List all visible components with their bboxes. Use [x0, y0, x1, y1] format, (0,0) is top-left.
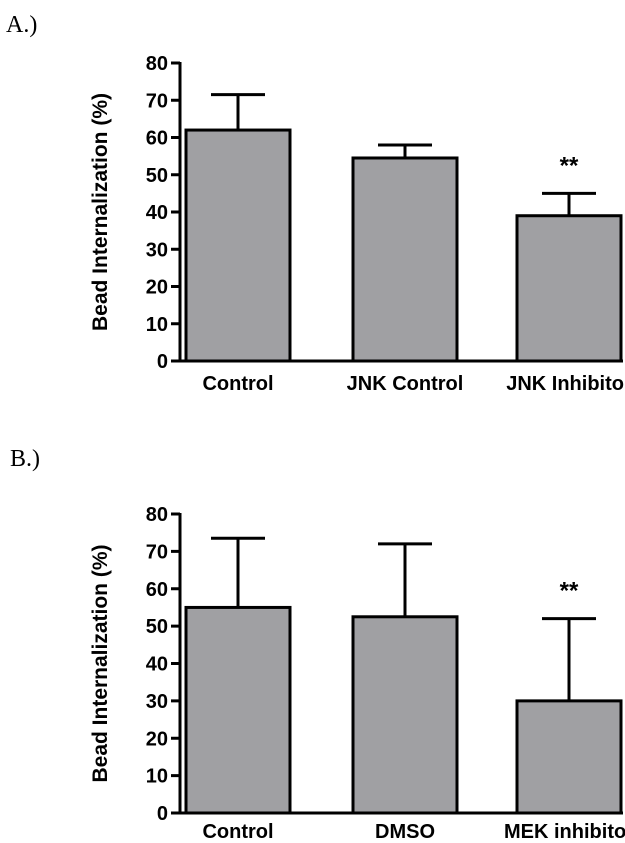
- chart1-y-tick-label: 70: [146, 90, 168, 112]
- chart2-y-tick-label: 10: [146, 766, 168, 788]
- chart2-y-tick-label: 30: [146, 691, 168, 713]
- chart1-y-tick-label: 60: [146, 128, 168, 150]
- chart2-y-tick-label: 70: [146, 541, 168, 563]
- chart2-y-tick-label: 80: [146, 504, 168, 526]
- chart2-y-tick-label: 0: [157, 803, 168, 825]
- chart2-y-tick-label: 40: [146, 654, 168, 676]
- chart2-bar: [184, 605, 292, 815]
- chart2-bar: [351, 615, 459, 815]
- chart2-category-label: MEK inhibitor: [504, 821, 625, 843]
- chart1-bar: [184, 128, 292, 363]
- panel-a-label: A.): [6, 12, 38, 38]
- chart1-y-tick-label: 0: [157, 351, 168, 373]
- chart1-bar: [515, 214, 623, 363]
- chart1-y-tick-label: 80: [146, 53, 168, 75]
- chart1-significance-label: **: [560, 152, 579, 179]
- chart1-category-label: Control: [202, 373, 273, 395]
- chart1-y-tick-label: 20: [146, 277, 168, 299]
- chart2-significance-label: **: [560, 578, 579, 605]
- chart2-y-tick-label: 50: [146, 616, 168, 638]
- chart1-y-tick-label: 30: [146, 239, 168, 261]
- chart1-y-axis-label: Bead Internalization (%): [89, 93, 112, 331]
- chart1-category-label: JNK Inhibitor: [506, 373, 625, 395]
- chart1-y-tick-label: 40: [146, 202, 168, 224]
- chart2-y-axis-label: Bead Internalization (%): [89, 544, 112, 782]
- chart1-bar: [351, 156, 459, 363]
- chart2-category-label: Control: [202, 821, 273, 843]
- chart2-y-tick-label: 20: [146, 728, 168, 750]
- chart1-category-label: JNK Control: [347, 373, 464, 395]
- panel-b-label: B.): [10, 446, 40, 472]
- chart2-y-tick-label: 60: [146, 579, 168, 601]
- chart2-category-label: DMSO: [375, 821, 435, 843]
- chart1-y-tick-label: 50: [146, 165, 168, 187]
- chart1-y-tick-label: 10: [146, 314, 168, 336]
- chart2-bar: [515, 699, 623, 815]
